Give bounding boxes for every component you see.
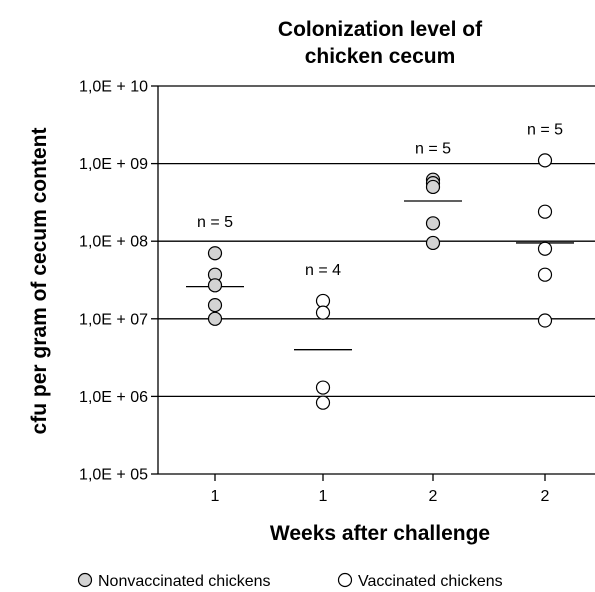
n-label: n = 4 xyxy=(305,262,341,279)
data-points xyxy=(207,153,553,410)
n-label: n = 5 xyxy=(415,141,451,158)
legend-label-nonvaccinated: Nonvaccinated chickens xyxy=(98,573,271,590)
data-point xyxy=(207,278,223,293)
data-point xyxy=(537,204,553,219)
y-axis-title: cfu per gram of cecum content xyxy=(28,128,51,435)
n-label: n = 5 xyxy=(197,214,233,231)
chart-title-line-2: chicken cecum xyxy=(305,45,456,68)
y-tick-label: 1,0E + 10 xyxy=(79,79,148,96)
data-point xyxy=(537,241,553,256)
x-tick-label: 1 xyxy=(319,488,328,505)
data-point xyxy=(315,305,331,320)
data-point xyxy=(207,298,223,313)
data-point xyxy=(207,311,223,326)
x-tick-label: 2 xyxy=(541,488,550,505)
mean-lines xyxy=(186,200,574,351)
x-tick-label: 2 xyxy=(429,488,438,505)
data-point xyxy=(537,153,553,168)
y-tick-label: 1,0E + 08 xyxy=(79,234,148,251)
data-point xyxy=(425,179,441,195)
data-point xyxy=(537,313,553,328)
data-point xyxy=(425,216,441,231)
data-point xyxy=(315,380,331,395)
n-label: n = 5 xyxy=(527,121,563,138)
y-tick-label: 1,0E + 09 xyxy=(79,156,148,173)
y-tick-label: 1,0E + 07 xyxy=(79,311,148,328)
y-tick-labels: 1,0E + 05 1,0E + 06 1,0E + 07 1,0E + 08 1,0E… xyxy=(79,79,148,484)
y-tick-label: 1,0E + 05 xyxy=(79,467,148,484)
axes xyxy=(151,85,595,481)
data-point xyxy=(315,293,331,309)
data-point xyxy=(315,395,331,410)
legend-label-vaccinated: Vaccinated chickens xyxy=(358,573,503,590)
n-labels: n = 5 n = 4 n = 5 n = 5 xyxy=(197,121,563,279)
legend-marker-nonvaccinated xyxy=(77,572,93,588)
y-tick-label: 1,0E + 06 xyxy=(79,389,148,406)
x-tick-label: 1 xyxy=(211,488,220,505)
data-point xyxy=(425,235,441,251)
x-axis-title: Weeks after challenge xyxy=(270,522,490,545)
gridlines xyxy=(158,85,595,398)
x-tick-labels: 1 1 2 2 xyxy=(211,488,550,505)
legend-marker-vaccinated xyxy=(337,572,353,588)
data-point xyxy=(207,246,223,261)
legend: Nonvaccinated chickens Vaccinated chicke… xyxy=(77,572,503,590)
data-point xyxy=(537,267,553,282)
chart-title-line-1: Colonization level of xyxy=(278,18,483,41)
